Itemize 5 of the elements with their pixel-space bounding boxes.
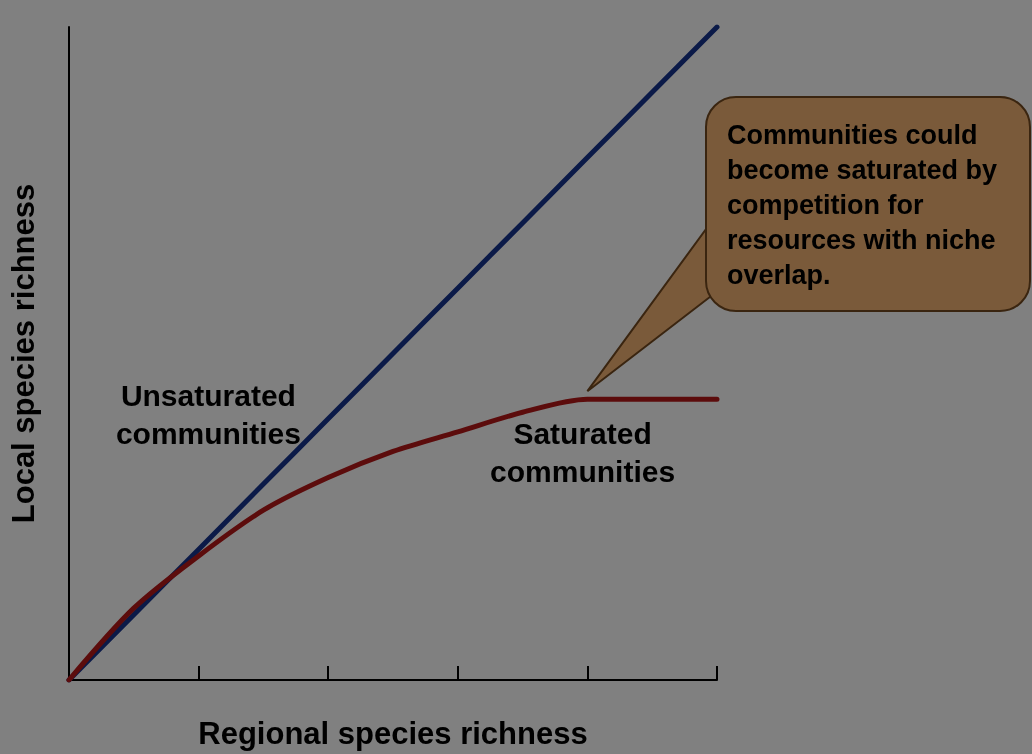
series-label: Saturated communities [490,416,676,488]
text: Communities could become saturated by competition for resources with niche overlap. [727,119,999,292]
series-label: Unsaturated communities [115,378,301,450]
y-axis-title: Local species richness [6,183,41,524]
x-axis-title: Regional species richness [198,716,588,751]
